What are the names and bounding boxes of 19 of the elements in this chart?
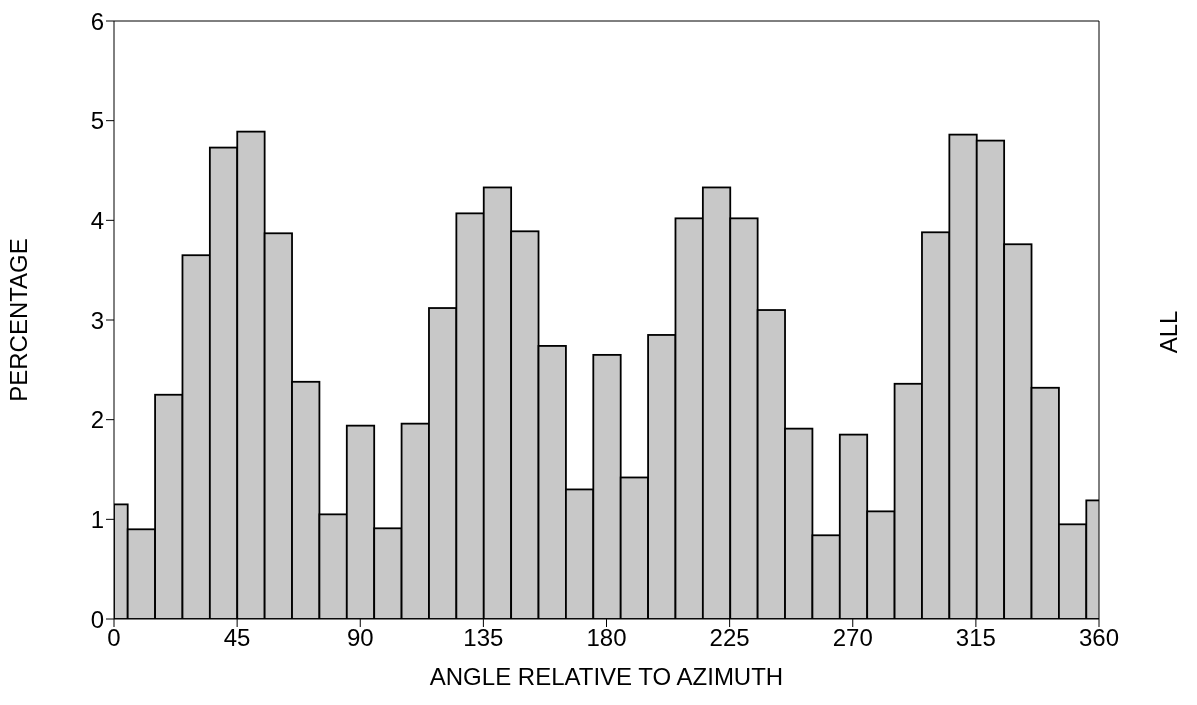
x-axis-title: ANGLE RELATIVE TO AZIMUTH	[429, 663, 784, 690]
x-tick-label: 90	[346, 624, 374, 652]
y-tick-label: 0	[90, 605, 104, 633]
x-tick-label: 225	[709, 624, 750, 652]
y-tick-label: 2	[90, 406, 104, 434]
x-tick-label: 135	[463, 624, 504, 652]
y-tick-label: 3	[90, 306, 104, 334]
y-tick-label: 5	[90, 107, 104, 135]
y-axis-title: PERCENTAGE	[4, 238, 32, 402]
y-tick-label: 6	[90, 7, 104, 35]
y-tick-label: 1	[90, 505, 104, 533]
x-tick-label: 270	[832, 624, 873, 652]
text: ALL	[1155, 310, 1184, 354]
x-tick-label: 0	[107, 624, 121, 652]
x-tick-label: 180	[586, 624, 627, 652]
x-tick-label: 360	[1078, 624, 1120, 652]
x-tick-label: 45	[223, 624, 251, 652]
y-tick-label: 4	[90, 206, 104, 234]
x-tick-label: 315	[955, 624, 996, 652]
